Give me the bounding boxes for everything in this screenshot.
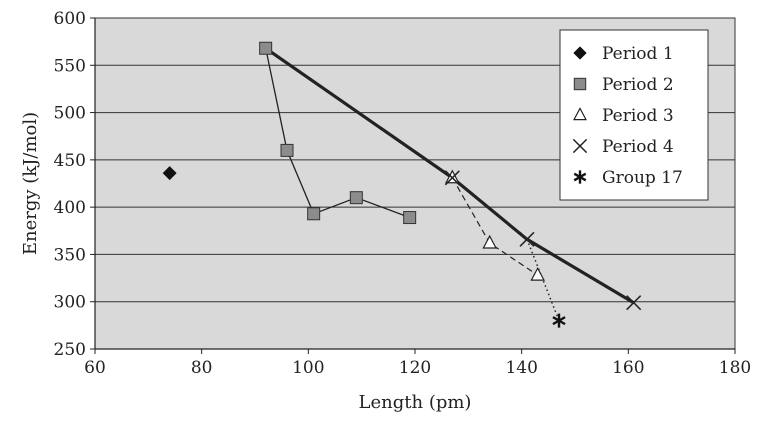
x-stroke	[626, 295, 642, 311]
asterisk-stroke	[552, 316, 566, 326]
legend-box	[559, 29, 709, 201]
y-tick-label: 450	[54, 151, 86, 171]
x-tick-label: 120	[399, 358, 431, 378]
asterisk-stroke	[573, 172, 587, 182]
legend-label: Period 2	[602, 75, 674, 95]
diamond-shape	[573, 46, 587, 60]
square-shape	[349, 191, 363, 205]
marker-square	[349, 191, 363, 205]
legend-marker	[573, 46, 587, 60]
y-tick-label: 250	[54, 340, 86, 360]
legend-marker	[573, 77, 587, 91]
x-tick-label: 180	[719, 358, 751, 378]
diamond-shape	[162, 166, 177, 181]
legend-entry: Period 2	[573, 75, 674, 95]
square-shape	[259, 41, 273, 55]
marker-diamond	[162, 166, 177, 181]
square-shape	[573, 77, 587, 91]
marker-asterisk	[552, 313, 566, 328]
legend-marker	[572, 138, 588, 154]
tick-labels: 60 80 100 120 140 160 180 250 300 350 400 450 500 550…	[54, 9, 752, 378]
x-axis-title: Length (pm)	[359, 392, 472, 413]
square-shape	[280, 143, 294, 157]
marker-x	[444, 170, 460, 186]
legend-entry: Period 1	[573, 44, 674, 64]
x-tick-label: 160	[612, 358, 644, 378]
trend-line	[264, 46, 635, 305]
legend-label: Period 1	[602, 44, 674, 64]
marker-square	[307, 207, 321, 221]
y-tick-label: 500	[54, 104, 86, 124]
x-stroke	[444, 170, 460, 186]
axes	[90, 17, 736, 354]
series-line-5	[526, 239, 560, 321]
data-markers	[162, 41, 642, 328]
square-shape	[403, 211, 417, 225]
legend: Period 1 Period 2 Period 3 Period 4 Group 17	[559, 29, 709, 201]
marker-x	[626, 295, 642, 311]
legend-label: Period 3	[602, 106, 674, 126]
legend-label: Period 4	[602, 137, 674, 157]
triangle-shape	[573, 107, 587, 121]
triangle-shape	[530, 266, 545, 281]
y-tick-label: 400	[54, 198, 86, 218]
legend-entry: Period 4	[572, 137, 674, 157]
x-tick-label: 140	[505, 358, 537, 378]
y-tick-label: 600	[54, 9, 86, 29]
legend-entry: Period 3	[573, 106, 674, 126]
legend-entry: Group 17	[573, 168, 683, 188]
x-stroke	[572, 138, 588, 154]
y-tick-label: 550	[54, 56, 86, 76]
marker-square	[280, 143, 294, 157]
x-tick-label: 60	[84, 358, 106, 378]
marker-square	[403, 211, 417, 225]
square-shape	[307, 207, 321, 221]
y-axis-title: Energy (kJ/mol)	[20, 112, 41, 255]
marker-triangle	[482, 234, 497, 249]
marker-x	[519, 231, 535, 247]
x-tick-label: 80	[191, 358, 213, 378]
marker-triangle	[530, 266, 545, 281]
x-stroke	[519, 231, 535, 247]
triangle-shape	[482, 234, 497, 249]
y-tick-label: 350	[54, 245, 86, 265]
y-tick-label: 300	[54, 293, 86, 313]
legend-marker	[573, 170, 587, 184]
marker-square	[259, 41, 273, 55]
x-tick-label: 100	[292, 358, 324, 378]
legend-marker	[573, 107, 587, 121]
legend-label: Group 17	[602, 168, 683, 188]
